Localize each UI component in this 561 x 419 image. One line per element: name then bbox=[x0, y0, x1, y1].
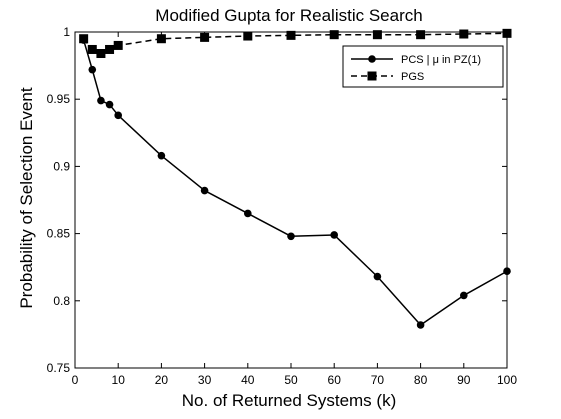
data-point-pcs bbox=[244, 209, 252, 218]
plot-frame bbox=[74, 31, 508, 369]
data-point-pcs bbox=[105, 100, 114, 109]
x-tick-label: 80 bbox=[414, 373, 428, 387]
chart-title: Modified Gupta for Realistic Search bbox=[155, 6, 422, 25]
data-point-pgs bbox=[416, 30, 426, 40]
data-point-pcs bbox=[460, 291, 468, 300]
data-point-pcs bbox=[287, 232, 295, 241]
y-axis-label: Probability of Selection Event bbox=[17, 87, 36, 308]
plot-area: 0 10 20 30 40 50 60 70 80 90 100 0.75 0.8 0.85 0.9 0.95… bbox=[47, 25, 518, 387]
x-tick-label: 100 bbox=[497, 373, 517, 387]
data-point-pgs bbox=[459, 29, 469, 39]
x-tick-label: 20 bbox=[155, 373, 169, 387]
data-point-pgs bbox=[372, 30, 382, 40]
y-tick-label: 0.8 bbox=[53, 294, 70, 308]
legend-marker-pgs bbox=[367, 71, 377, 81]
x-tick-label: 70 bbox=[371, 373, 385, 387]
y-tick-label: 0.85 bbox=[47, 227, 71, 241]
data-point-pcs bbox=[373, 272, 382, 281]
legend-label-pcs: PCS | μ in PZ(1) bbox=[401, 54, 481, 66]
data-point-pgs bbox=[200, 32, 210, 42]
y-tick-label: 0.9 bbox=[53, 159, 70, 173]
data-point-pgs bbox=[243, 31, 253, 41]
y-tick-label: 0.75 bbox=[47, 361, 71, 375]
x-tick-label: 50 bbox=[284, 373, 298, 387]
legend: PCS | μ in PZ(1) PGS bbox=[342, 45, 504, 88]
legend-label-pgs: PGS bbox=[401, 71, 424, 83]
x-tick-label: 60 bbox=[328, 373, 342, 387]
data-point-pgs bbox=[96, 49, 106, 59]
data-point-pcs bbox=[503, 267, 511, 276]
data-point-pgs bbox=[156, 34, 166, 44]
legend-marker-pcs bbox=[368, 55, 376, 63]
data-point-pgs bbox=[87, 44, 97, 54]
data-point-pcs bbox=[330, 231, 339, 239]
data-point-pgs bbox=[113, 40, 123, 50]
x-tick-label: 90 bbox=[457, 373, 471, 387]
y-tick-label: 1 bbox=[63, 25, 70, 39]
data-point-pcs bbox=[88, 65, 97, 74]
x-tick-label: 10 bbox=[112, 373, 126, 387]
data-point-pgs bbox=[502, 28, 512, 38]
x-tick-label: 0 bbox=[72, 373, 79, 387]
data-point-pgs bbox=[105, 44, 115, 54]
x-tick-label: 30 bbox=[198, 373, 212, 387]
data-point-pcs bbox=[114, 111, 122, 120]
x-tick-label: 40 bbox=[241, 373, 255, 387]
data-point-pgs bbox=[329, 30, 339, 40]
x-axis-label: No. of Returned Systems (k) bbox=[182, 391, 396, 410]
y-tick-label: 0.95 bbox=[47, 92, 71, 106]
data-point-pgs bbox=[286, 30, 296, 40]
data-point-pcs bbox=[157, 151, 166, 160]
data-point-pcs bbox=[200, 186, 209, 195]
data-point-pcs bbox=[416, 321, 425, 329]
data-point-pgs bbox=[79, 34, 89, 44]
data-point-pcs bbox=[97, 96, 105, 105]
